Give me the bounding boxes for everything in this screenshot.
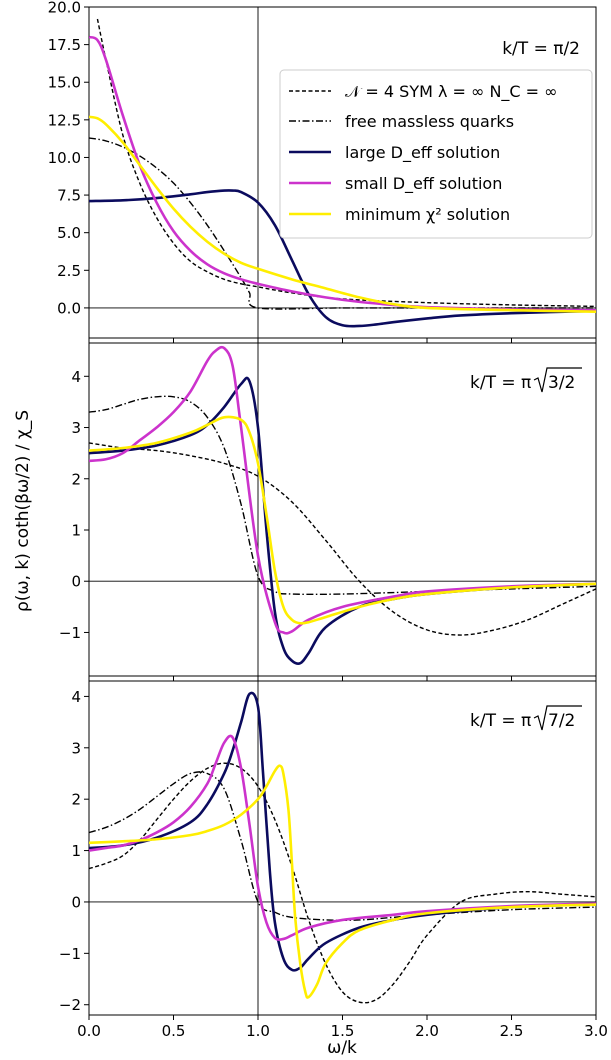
x-tick-label: 1.0: [246, 1022, 270, 1040]
series-sym-line: [89, 762, 596, 1004]
panel-2-annotation-prefix: k/T = π: [470, 373, 531, 393]
x-tick-label: 0.5: [162, 1022, 186, 1040]
panel-3-annotation: k/T = π 7/2: [470, 705, 582, 731]
panel-3-annotation-radicand: 7/2: [548, 711, 575, 731]
series-sym-line: [96, 18, 596, 308]
y-tick-label: 7.5: [57, 187, 81, 205]
legend: 𝒩 = 4 SYM λ = ∞ N_C = ∞ free massless qu…: [279, 69, 593, 239]
y-tick-label: 2.5: [57, 262, 81, 280]
y-tick-label: 2: [71, 791, 81, 809]
y-tick-label: 0: [71, 893, 81, 911]
y-tick-label: 3: [71, 419, 81, 437]
x-tick-label: 3.0: [584, 1022, 608, 1040]
sqrt-sign: [533, 367, 582, 393]
legend-label-free: free massless quarks: [345, 112, 514, 131]
y-tick-label: 1: [71, 842, 81, 860]
x-axis-label: ω/k: [327, 1038, 357, 1058]
y-tick-label: 2: [71, 470, 81, 488]
legend-box: [279, 69, 593, 239]
y-tick-label: −1: [59, 945, 81, 963]
series-chi2-line: [89, 764, 596, 999]
panel-2-annotation-radicand: 3/2: [548, 373, 575, 393]
y-tick-label: 10.0: [48, 149, 81, 167]
y-tick-label: 4: [71, 368, 81, 386]
series-chi2-line: [89, 115, 596, 313]
y-tick-label: 5.0: [57, 224, 81, 242]
y-tick-label: 0.0: [57, 299, 81, 317]
panel-3-frame: [88, 680, 597, 1016]
series-free-line: [89, 771, 596, 921]
series-large-line: [89, 691, 596, 972]
x-tick-label: 2.5: [500, 1022, 524, 1040]
y-tick-label: 15.0: [48, 74, 81, 92]
y-tick-label: 12.5: [48, 111, 81, 129]
sqrt-sign: [533, 705, 582, 731]
series-sym-line: [89, 442, 596, 636]
y-tick-label: 3: [71, 739, 81, 757]
panel-1-annotation: k/T = π/2: [502, 39, 580, 59]
x-tick-label: 2.0: [415, 1022, 439, 1040]
y-tick-label: 4: [71, 688, 81, 706]
series-chi2-line: [89, 415, 596, 625]
y-tick-label: −1: [59, 624, 81, 642]
y-tick-label: 17.5: [48, 36, 81, 54]
x-tick-label: 0.0: [77, 1022, 101, 1040]
legend-label-small: small D_eff solution: [345, 174, 502, 194]
series-large-line: [89, 189, 596, 328]
panel-3-annotation-prefix: k/T = π: [470, 711, 531, 731]
y-tick-label: 1: [71, 521, 81, 539]
series-free-line: [89, 395, 596, 596]
y-tick-label: 0: [71, 573, 81, 591]
y-tick-label: −2: [59, 996, 81, 1014]
legend-label-large: large D_eff solution: [345, 143, 500, 163]
x-tick-label: 1.5: [331, 1022, 355, 1040]
series-small-line: [89, 345, 596, 635]
y-tick-label: 20.0: [48, 0, 81, 17]
legend-label-chi2: minimum χ² solution: [345, 205, 510, 224]
y-axis-label: ρ(ω, k) coth(βω/2) / χ_S: [13, 410, 33, 612]
panel-2-annotation: k/T = π 3/2: [470, 367, 582, 393]
legend-label-sym: 𝒩 = 4 SYM λ = ∞ N_C = ∞: [345, 82, 558, 102]
